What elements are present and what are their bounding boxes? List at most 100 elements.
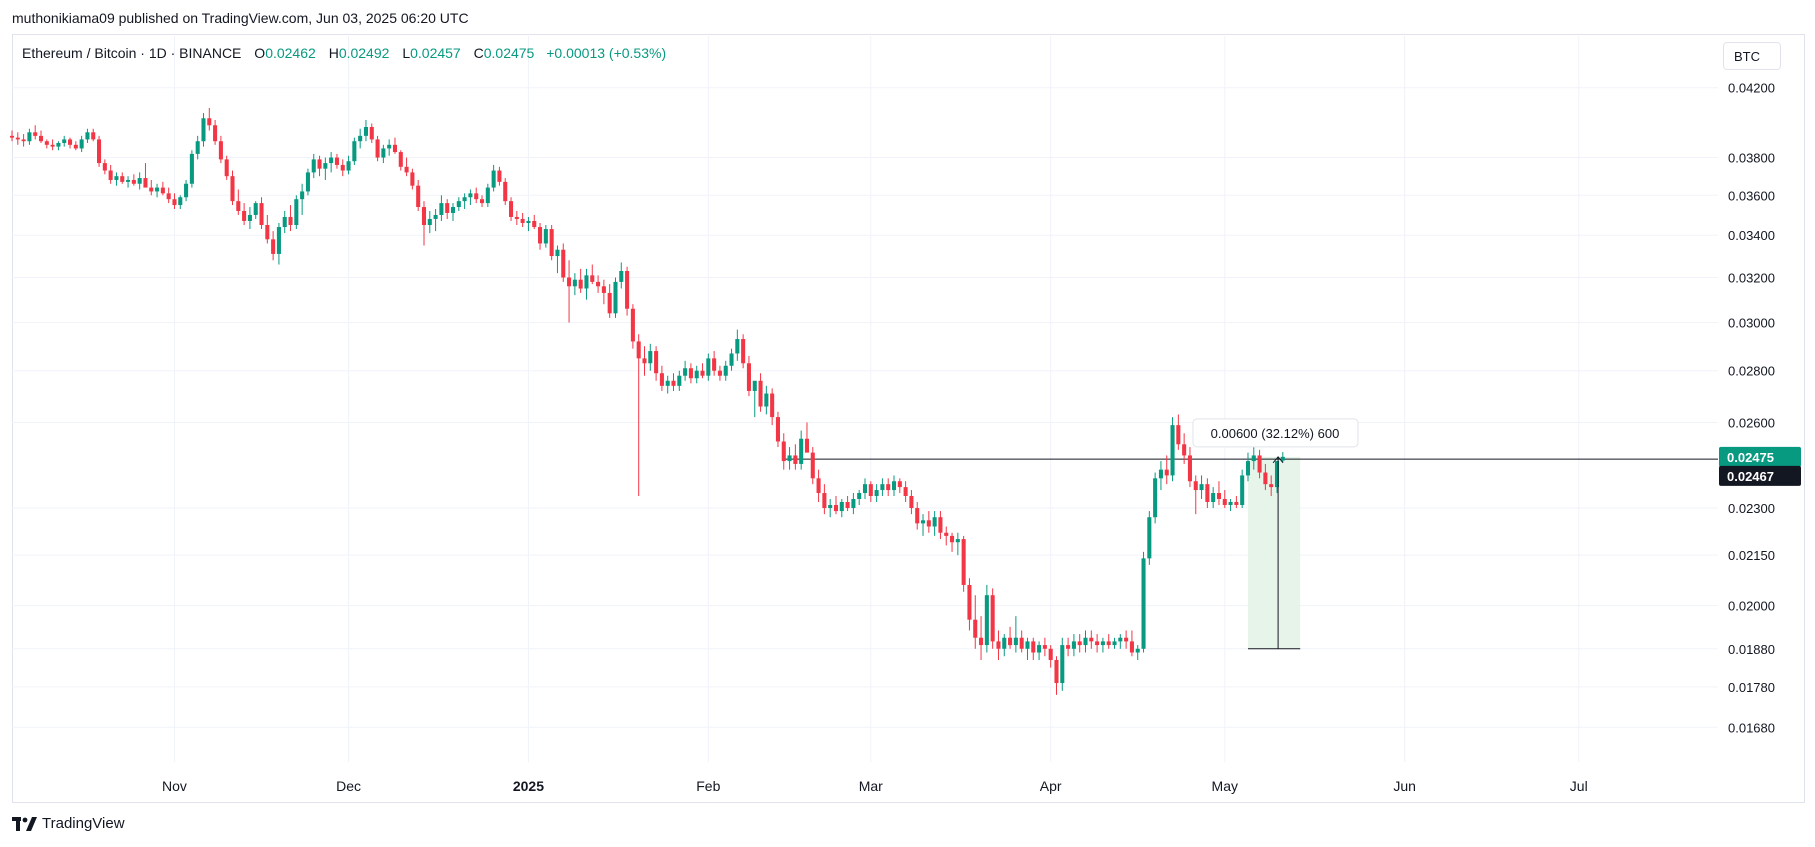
- candle-body: [1240, 475, 1245, 506]
- x-tick-label: Dec: [336, 778, 361, 794]
- candle-body: [509, 201, 514, 217]
- candle-body: [184, 183, 189, 198]
- candle-body: [433, 214, 438, 219]
- candle-body: [334, 157, 339, 165]
- candle-body: [1071, 641, 1076, 649]
- candle-body: [1280, 456, 1285, 461]
- candle-body: [108, 170, 113, 180]
- candle-body: [358, 135, 363, 142]
- candle-body: [67, 139, 73, 145]
- candle-body: [126, 179, 131, 182]
- candle-body: [1129, 641, 1134, 653]
- candle-body: [874, 490, 879, 496]
- close-label: C: [473, 45, 484, 61]
- candle-body: [770, 393, 775, 418]
- measure-label: 0.00600 (32.12%) 600: [1211, 426, 1340, 441]
- candle-body: [764, 393, 769, 407]
- candle-body: [271, 239, 276, 254]
- candle-body: [305, 172, 310, 192]
- y-tick-label: 0.03200: [1728, 271, 1775, 286]
- y-tick-label: 0.03400: [1728, 228, 1775, 243]
- candle-body: [891, 481, 897, 491]
- candle-body: [1089, 637, 1094, 642]
- candle-body: [189, 153, 194, 184]
- candle-body: [1083, 637, 1088, 646]
- candle-body: [543, 229, 548, 244]
- candle-body: [526, 220, 531, 223]
- candle-body: [1176, 425, 1181, 445]
- candle-body: [816, 478, 821, 494]
- candle-body: [1042, 645, 1047, 649]
- candle-body: [950, 535, 955, 543]
- candle-body: [398, 152, 403, 167]
- candle-body: [1187, 455, 1192, 482]
- tradingview-logo[interactable]: TradingView: [12, 815, 125, 832]
- candle-body: [642, 358, 647, 364]
- candle-body: [549, 229, 554, 257]
- candle-body: [1274, 461, 1280, 488]
- candle-body: [932, 517, 937, 527]
- candle-body: [746, 363, 751, 391]
- candle-body: [717, 370, 722, 376]
- candle-body: [242, 210, 247, 221]
- candle-body: [601, 286, 606, 293]
- candle-body: [886, 484, 891, 491]
- candle-body: [323, 163, 328, 169]
- candle-body: [207, 118, 212, 126]
- candle-body: [955, 539, 960, 543]
- candle-body: [1222, 498, 1227, 506]
- candle-body: [1257, 455, 1262, 473]
- measure-arrow-head: [1272, 456, 1284, 464]
- y-tick-label: 0.01780: [1728, 680, 1775, 695]
- tradingview-logo-icon: [12, 816, 37, 831]
- x-tick-label: Jul: [1570, 778, 1588, 794]
- y-tick-label: 0.03800: [1728, 151, 1775, 166]
- candle-body: [44, 141, 49, 145]
- candle-body: [839, 501, 844, 512]
- candle-body: [1269, 484, 1274, 488]
- line-price-label: 0.02467: [1727, 469, 1774, 484]
- tradingview-logo-text: TradingView: [42, 815, 125, 832]
- candle-body: [781, 441, 786, 462]
- candle-body: [1025, 641, 1030, 649]
- candle-body: [276, 227, 281, 254]
- symbol-label[interactable]: Ethereum / Bitcoin · 1D · BINANCE: [22, 45, 242, 61]
- candle-body: [1135, 648, 1140, 653]
- high-value: 0.02492: [338, 45, 390, 61]
- candle-body: [143, 178, 148, 188]
- y-tick-label: 0.02600: [1728, 415, 1775, 430]
- candle-body: [311, 159, 316, 173]
- candle-body: [1199, 484, 1204, 491]
- candle-body: [1205, 484, 1210, 502]
- candle-body: [1095, 641, 1100, 646]
- candle-body: [1158, 469, 1163, 479]
- candle-body: [27, 132, 32, 142]
- candle-body: [578, 279, 583, 289]
- candle-body: [596, 281, 601, 287]
- candle-body: [178, 197, 183, 206]
- candle-body: [1193, 481, 1198, 491]
- low-label: L: [402, 45, 411, 61]
- candle-body: [688, 368, 693, 379]
- chart-frame[interactable]: [12, 34, 1805, 803]
- candle-body: [897, 481, 902, 488]
- candle-body: [1002, 637, 1007, 649]
- currency-button[interactable]: BTC: [1723, 42, 1781, 70]
- candle-body: [619, 271, 624, 282]
- candle-body: [479, 199, 485, 204]
- candle-body: [607, 292, 612, 314]
- candle-body: [567, 277, 572, 287]
- x-tick-label: Jun: [1393, 778, 1416, 794]
- candle-body: [265, 225, 270, 240]
- candle-body: [967, 584, 972, 620]
- candle-body: [329, 157, 334, 164]
- candle-body: [38, 135, 44, 142]
- candle-body: [909, 495, 914, 509]
- candle-body: [532, 220, 537, 228]
- candle-body: [1228, 501, 1233, 506]
- last-price-tag: [1719, 446, 1801, 467]
- candle-body: [381, 148, 386, 158]
- candle-body: [1013, 637, 1018, 646]
- candle-body: [915, 508, 920, 524]
